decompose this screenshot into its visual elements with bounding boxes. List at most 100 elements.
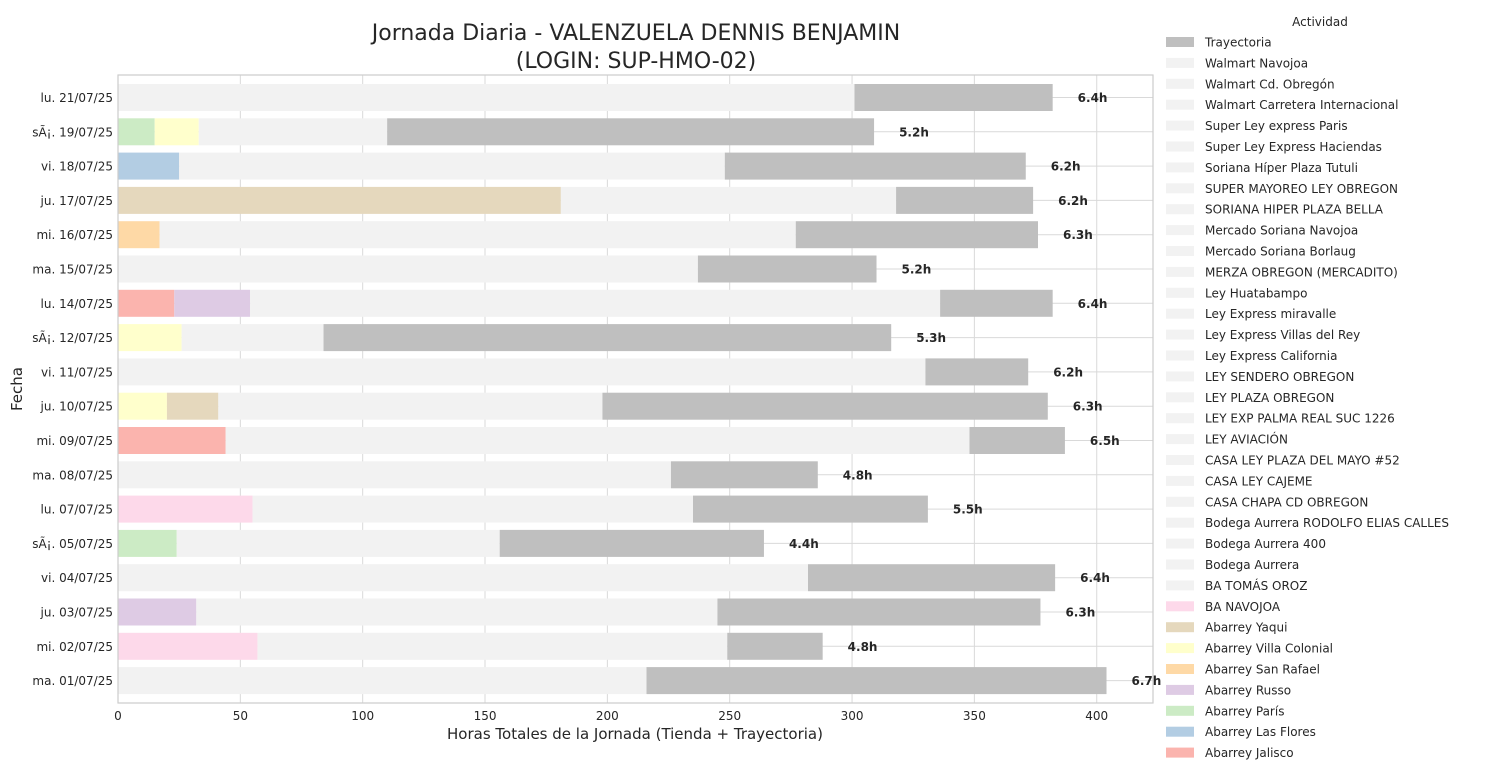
bar-segment [387,118,875,146]
bar-segment [118,564,808,592]
bar-segment [196,598,718,626]
bar-segment [252,495,693,523]
bar-segment [118,152,180,180]
legend-swatch [1166,350,1194,361]
legend-entry-label: SORIANA HIPER PLAZA BELLA [1205,203,1384,217]
bar-segment [166,392,219,420]
legend-entry-label: Walmart Cd. Obregón [1205,77,1335,91]
bar-segment [250,289,941,317]
bar-segment [693,495,928,523]
legend-entry-label: LEY SENDERO OBREGON [1205,370,1354,384]
legend-swatch [1166,266,1194,277]
bar-segment [174,289,251,317]
bar-segment [118,667,647,695]
legend-entry-label: BA NAVOJOA [1205,600,1281,614]
bar-segment [602,392,1048,420]
y-tick-label: ma. 15/07/25 [32,263,113,277]
y-tick-label: vi. 04/07/25 [41,571,113,585]
bar-value-label: 4.8h [848,640,878,654]
bar-segment [499,529,764,557]
legend-swatch [1166,162,1194,173]
legend-swatch [1166,287,1194,298]
bar-value-label: 6.4h [1080,571,1110,585]
y-tick-label: lu. 21/07/25 [41,91,113,105]
legend-entry-label: Abarrey Villa Colonial [1205,642,1333,656]
legend-entry-label: Abarrey Yaqui [1205,621,1287,635]
bar-segment [198,118,388,146]
y-tick-label: sÃ¡. 05/07/25 [32,536,113,551]
bar-segment [118,461,671,489]
bar-segment [225,427,970,454]
legend-entry-label: Soriana Híper Plaza Tutuli [1205,161,1358,175]
bar-segment [925,358,1029,386]
x-tick-label: 100 [351,709,374,723]
bar-value-label: 5.2h [902,263,932,277]
legend-swatch [1166,434,1194,445]
legend-swatch [1166,622,1194,633]
legend-entry-label: SUPER MAYOREO LEY OBREGON [1205,182,1398,196]
legend-entry-label: LEY AVIACIÓN [1205,432,1288,447]
x-tick-label: 200 [596,709,619,723]
legend-entry-label: LEY EXP PALMA REAL SUC 1226 [1205,412,1395,426]
legend-swatch [1166,99,1194,110]
y-tick-label: ju. 10/07/25 [40,400,113,414]
legend-swatch [1166,559,1194,570]
legend-swatch [1166,57,1194,68]
bar-segment [118,186,561,214]
plot-frame [117,74,1154,704]
bar-segment [257,632,728,660]
bar-segment [896,186,1034,214]
y-tick-label: sÃ¡. 12/07/25 [32,330,113,345]
legend-entry-label: Abarrey Jalisco [1205,746,1294,760]
legend-entry-label: Super Ley Express Haciendas [1205,140,1382,154]
legend-title: Actividad [1292,15,1348,29]
bar-segment [940,289,1053,317]
bar-segment [118,255,698,283]
bar-segment [154,118,199,146]
legend-swatch [1166,78,1194,89]
bar-segment [646,667,1107,695]
bar-segment [118,289,175,317]
bar-segment [323,324,892,352]
bar-segment [176,529,500,557]
bar-segment [179,152,725,180]
legend-entry-label: LEY PLAZA OBREGON [1205,391,1334,405]
y-axis-label: Fecha [8,367,26,411]
legend-swatch [1166,580,1194,591]
bar-value-label: 6.2h [1051,160,1081,174]
bar-segment [808,564,1056,592]
chart-title-line: Jornada Diaria - VALENZUELA DENNIS BENJA… [370,21,900,46]
axes-frame [117,74,1154,704]
bar-segment [724,152,1026,180]
legend-entry-label: Ley Express California [1205,349,1337,363]
chart-title-line: (LOGIN: SUP-HMO-02) [516,49,757,74]
chart-title: Jornada Diaria - VALENZUELA DENNIS BENJA… [370,21,900,74]
bar-value-label: 4.8h [843,468,873,482]
x-tick-label: 0 [114,709,122,723]
legend-entry-label: BA TOMÁS OROZ [1205,578,1307,593]
legend-entry-label: CASA CHAPA CD OBREGON [1205,495,1368,509]
legend-swatch [1166,204,1194,215]
legend-entry-label: Bodega Aurrera 400 [1205,537,1326,551]
x-axis-label: Horas Totales de la Jornada (Tienda + Tr… [447,725,823,743]
y-tick-label: vi. 18/07/25 [41,160,113,174]
x-tick-label: 50 [233,709,248,723]
bar-segment [118,84,855,111]
x-tick-label: 350 [963,709,986,723]
legend-entry-label: Ley Express Villas del Rey [1205,328,1360,342]
bar-segment [795,221,1038,249]
legend-swatch [1166,455,1194,465]
legend-entry-label: CASA LEY CAJEME [1205,474,1313,488]
y-tick-label: mi. 09/07/25 [36,434,113,448]
bar-value-label: 6.3h [1073,400,1103,414]
bar-value-label: 4.4h [789,537,819,551]
bar-segment [118,221,160,249]
legend-entry-label: Walmart Carretera Internacional [1205,98,1398,112]
legend-swatch [1166,246,1194,256]
bar-segment [118,598,197,626]
bar-segment [118,427,226,454]
legend-swatch [1166,329,1194,340]
legend-entry-label: Super Ley express Paris [1205,119,1348,133]
bar-value-label: 6.7h [1132,674,1162,688]
